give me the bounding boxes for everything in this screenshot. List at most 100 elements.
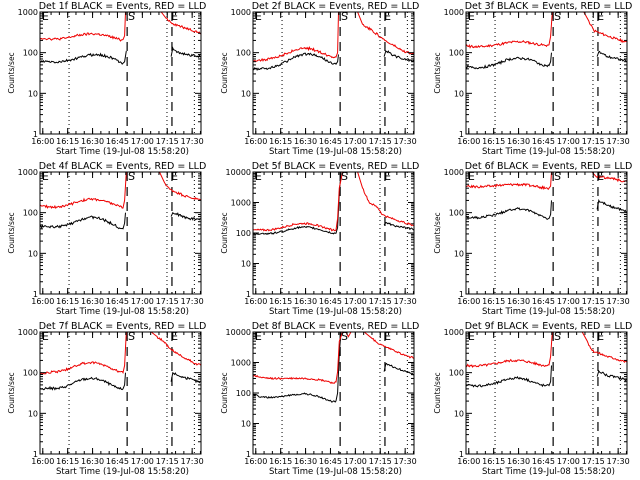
y-tick-label: 100 xyxy=(236,229,251,238)
x-tick-label: 17:30 xyxy=(607,457,630,466)
detector-panel-8: Det 8f BLACK = Events, RED = LLD 1 10 100 10… xyxy=(220,321,419,477)
x-tick-label: 16:15 xyxy=(482,297,505,306)
marker-label-S: S xyxy=(554,10,561,23)
y-tick-label: 1000 xyxy=(231,199,251,208)
y-tick-label: 1000 xyxy=(231,359,251,368)
marker-label-E: E xyxy=(255,330,262,343)
marker-label-S: S xyxy=(341,170,348,183)
plot-frame xyxy=(39,331,202,455)
y-tick-label: 100 xyxy=(236,49,251,58)
x-tick-label: 16:00 xyxy=(244,137,267,146)
events-series-line xyxy=(466,198,627,220)
plot-frame xyxy=(465,11,628,135)
lld-series-line xyxy=(40,332,201,376)
y-tick-label: 1 xyxy=(459,290,464,299)
plot-frame xyxy=(252,11,415,135)
marker-label-E: E xyxy=(384,330,391,343)
marker-label-E: E xyxy=(255,170,262,183)
x-tick-label: 16:30 xyxy=(81,457,104,466)
x-tick-label: 16:15 xyxy=(269,297,292,306)
y-tick-label: 1 xyxy=(33,130,38,139)
y-tick-label: 10 xyxy=(28,89,38,98)
x-tick-label: 16:45 xyxy=(319,457,342,466)
marker-label-S: S xyxy=(128,330,135,343)
x-tick-label: 16:30 xyxy=(294,297,317,306)
x-tick-label: 16:00 xyxy=(31,137,54,146)
y-tick-label: 100 xyxy=(23,369,38,378)
detector-panel-3: Det 3f BLACK = Events, RED = LLD 1 10 100 10… xyxy=(433,1,632,157)
marker-label-S: S xyxy=(128,170,135,183)
events-series-line xyxy=(466,365,627,388)
x-tick-label: 16:15 xyxy=(482,457,505,466)
plot-frame xyxy=(465,331,628,455)
x-tick-label: 17:30 xyxy=(394,137,417,146)
detector-panel-1: Det 1f BLACK = Events, RED = LLD 1 10 100 10… xyxy=(7,1,206,157)
y-tick-label: 1000 xyxy=(18,168,38,177)
x-axis-label: Start Time (19-Jul-08 15:58:20) xyxy=(269,307,402,317)
x-axis-label: Start Time (19-Jul-08 15:58:20) xyxy=(56,467,189,477)
x-tick-label: 17:00 xyxy=(131,297,154,306)
y-tick-label: 10000 xyxy=(226,168,251,177)
x-tick-label: 16:45 xyxy=(319,297,342,306)
marker-label-E: E xyxy=(468,170,475,183)
y-tick-label: 10 xyxy=(454,249,464,258)
x-tick-label: 16:00 xyxy=(457,137,480,146)
x-tick-label: 16:15 xyxy=(269,137,292,146)
x-tick-label: 17:00 xyxy=(557,137,580,146)
marker-label-E: E xyxy=(597,10,604,23)
marker-label-E: E xyxy=(597,330,604,343)
x-tick-label: 16:45 xyxy=(106,297,129,306)
x-axis-label: Start Time (19-Jul-08 15:58:20) xyxy=(56,147,189,157)
lld-series-line xyxy=(466,332,627,368)
panel-title: Det 5f BLACK = Events, RED = LLD xyxy=(252,161,420,172)
panel-title: Det 8f BLACK = Events, RED = LLD xyxy=(252,321,420,332)
y-tick-label: 1 xyxy=(459,450,464,459)
x-tick-label: 16:30 xyxy=(507,137,530,146)
x-tick-label: 16:30 xyxy=(81,297,104,306)
x-tick-label: 16:30 xyxy=(507,457,530,466)
x-tick-label: 16:15 xyxy=(56,297,79,306)
x-tick-label: 17:30 xyxy=(181,137,204,146)
lld-series-line xyxy=(40,172,201,210)
y-axis-label: Counts/sec xyxy=(7,52,16,93)
y-axis-label: Counts/sec xyxy=(7,212,16,253)
x-tick-label: 17:30 xyxy=(394,457,417,466)
x-tick-label: 16:00 xyxy=(31,457,54,466)
plot-frame xyxy=(465,171,628,295)
x-tick-label: 17:15 xyxy=(582,297,605,306)
detector-panel-4: Det 4f BLACK = Events, RED = LLD 1 10 100 10… xyxy=(7,161,206,317)
lld-series-line xyxy=(466,12,627,49)
x-tick-label: 17:15 xyxy=(582,137,605,146)
events-series-line xyxy=(40,211,201,230)
x-tick-label: 16:30 xyxy=(294,457,317,466)
x-tick-label: 16:45 xyxy=(532,297,555,306)
plot-frame xyxy=(39,11,202,135)
y-tick-label: 100 xyxy=(449,49,464,58)
x-tick-label: 16:45 xyxy=(319,137,342,146)
events-series-line xyxy=(253,332,414,403)
detector-panel-5: Det 5f BLACK = Events, RED = LLD 1 10 100 10… xyxy=(220,161,419,317)
x-tick-label: 16:15 xyxy=(482,137,505,146)
y-tick-label: 10 xyxy=(28,409,38,418)
x-tick-label: 17:00 xyxy=(557,457,580,466)
x-tick-label: 17:15 xyxy=(369,457,392,466)
x-axis-label: Start Time (19-Jul-08 15:58:20) xyxy=(482,147,615,157)
y-tick-label: 10 xyxy=(241,89,251,98)
detector-panel-6: Det 6f BLACK = Events, RED = LLD 1 10 100 10… xyxy=(433,161,632,317)
y-tick-label: 100 xyxy=(449,209,464,218)
x-tick-label: 16:00 xyxy=(457,297,480,306)
x-axis-label: Start Time (19-Jul-08 15:58:20) xyxy=(482,467,615,477)
marker-label-S: S xyxy=(554,170,561,183)
x-tick-label: 16:30 xyxy=(507,297,530,306)
y-tick-label: 1 xyxy=(33,450,38,459)
x-tick-label: 16:00 xyxy=(457,457,480,466)
y-tick-label: 10 xyxy=(241,420,251,429)
y-tick-label: 100 xyxy=(23,49,38,58)
x-tick-label: 17:30 xyxy=(181,297,204,306)
x-axis-label: Start Time (19-Jul-08 15:58:20) xyxy=(482,307,615,317)
x-tick-label: 16:45 xyxy=(106,137,129,146)
y-tick-label: 10000 xyxy=(226,328,251,337)
panel-title: Det 1f BLACK = Events, RED = LLD xyxy=(39,1,207,12)
y-axis-label: Counts/sec xyxy=(220,212,229,253)
